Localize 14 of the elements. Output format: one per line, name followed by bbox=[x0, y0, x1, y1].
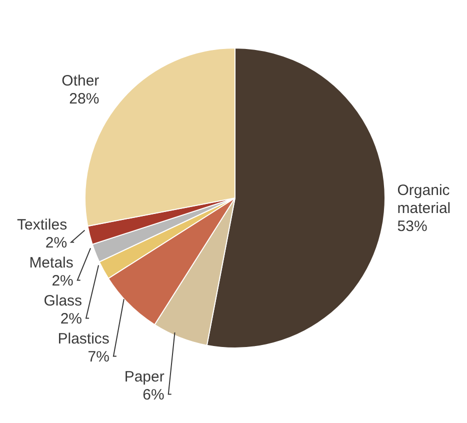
slice-label: Other bbox=[62, 72, 100, 90]
data-label: 2% bbox=[52, 272, 74, 290]
data-label: 2% bbox=[45, 234, 68, 252]
slice-label: Textiles bbox=[17, 216, 68, 234]
slice-label: Plastics bbox=[58, 330, 110, 348]
slice-label: Metals bbox=[29, 254, 74, 272]
slice-label: Organic material bbox=[397, 182, 451, 218]
data-label: 7% bbox=[88, 348, 110, 366]
data-label: 2% bbox=[60, 310, 82, 328]
slice-label: Glass bbox=[44, 292, 82, 310]
slice-label: Paper bbox=[124, 368, 164, 386]
data-label: 53% bbox=[397, 218, 428, 236]
data-label: 28% bbox=[69, 90, 100, 108]
data-label: 6% bbox=[142, 386, 164, 404]
